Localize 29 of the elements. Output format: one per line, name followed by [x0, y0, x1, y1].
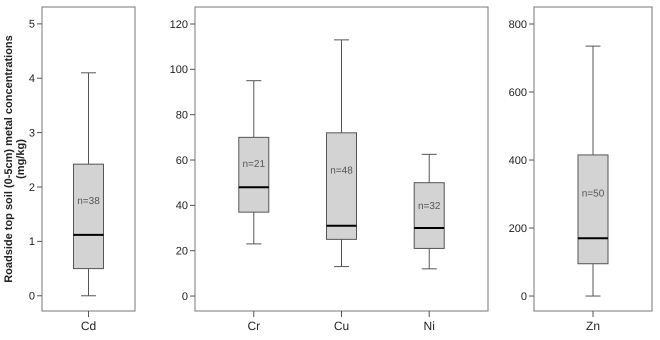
y-tick-label: 2 — [28, 182, 35, 194]
x-tick-label: Cr — [247, 319, 260, 333]
y-tick-label: 40 — [176, 200, 188, 212]
x-tick-label: Zn — [586, 319, 600, 333]
annotation: n=48 — [330, 166, 354, 177]
y-tick-label: 60 — [176, 154, 188, 167]
y-tick-label: 20 — [176, 246, 188, 258]
x-tick-label: Cu — [334, 319, 350, 333]
y-tick-label: 80 — [176, 110, 188, 122]
y-tick-label: 200 — [508, 222, 527, 235]
y-tick-label: 4 — [28, 73, 35, 86]
y-tick-label: 800 — [508, 18, 527, 31]
y-tick-label: 120 — [170, 18, 188, 31]
x-tick-label: Cd — [80, 319, 96, 333]
annotation: n=38 — [77, 196, 100, 208]
y-tick-label: 1 — [28, 236, 35, 248]
y-tick-label: 100 — [170, 64, 188, 76]
x-tick-label: Ni — [424, 319, 435, 333]
y-tick-label: 5 — [28, 18, 35, 31]
annotation: n=21 — [242, 159, 266, 170]
y-axis-title: Roadside top soil (0-5cm) metal concentrations (mg/kg) — [3, 35, 27, 283]
y-tick-label: 0 — [28, 290, 35, 303]
annotation: n=50 — [582, 188, 605, 200]
y-tick-label: 3 — [28, 127, 35, 140]
y-tick-label: 0 — [520, 290, 527, 303]
y-tick-label: 0 — [182, 290, 188, 303]
y-tick-label: 400 — [508, 154, 527, 167]
annotation: n=32 — [418, 201, 441, 212]
y-tick-label: 600 — [508, 86, 527, 99]
